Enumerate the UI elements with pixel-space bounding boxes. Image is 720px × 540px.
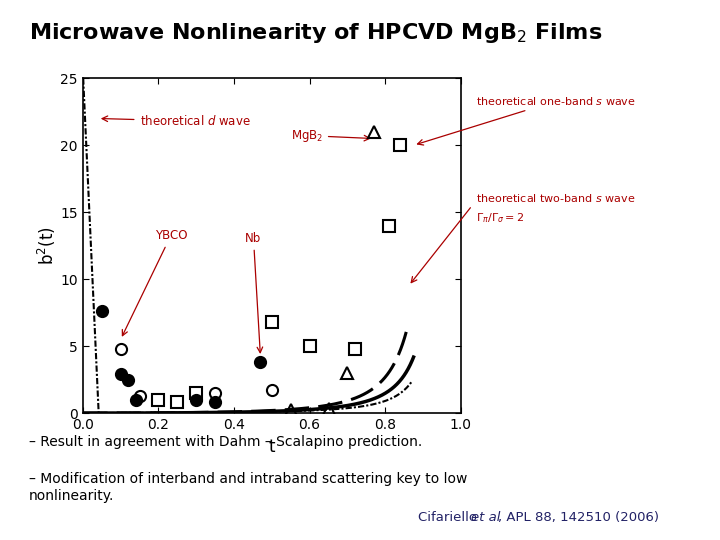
Text: $\Gamma_\pi/\Gamma_\sigma=2$: $\Gamma_\pi/\Gamma_\sigma=2$ (476, 212, 524, 225)
Text: theoretical $\it{d}$ wave: theoretical $\it{d}$ wave (102, 114, 250, 128)
X-axis label: t: t (269, 437, 275, 456)
Text: et al: et al (471, 511, 500, 524)
Text: – Result in agreement with Dahm – Scalapino prediction.: – Result in agreement with Dahm – Scalap… (29, 435, 422, 449)
Y-axis label: b$^2$(t): b$^2$(t) (35, 226, 58, 265)
Text: theoretical one-band $\it{s}$ wave: theoretical one-band $\it{s}$ wave (418, 95, 636, 145)
Text: theoretical two-band $\it{s}$ wave: theoretical two-band $\it{s}$ wave (476, 192, 635, 204)
Text: Microwave Nonlinearity of HPCVD MgB$_2$ Films: Microwave Nonlinearity of HPCVD MgB$_2$ … (29, 21, 602, 44)
Text: MgB$_2$: MgB$_2$ (291, 127, 369, 144)
Text: Cifariello: Cifariello (418, 511, 481, 524)
Text: YBCO: YBCO (122, 229, 187, 336)
Text: , APL 88, 142510 (2006): , APL 88, 142510 (2006) (498, 511, 660, 524)
Text: – Modification of interband and intraband scattering key to low
nonlinearity.: – Modification of interband and intraban… (29, 472, 467, 503)
Text: Nb: Nb (246, 232, 263, 353)
